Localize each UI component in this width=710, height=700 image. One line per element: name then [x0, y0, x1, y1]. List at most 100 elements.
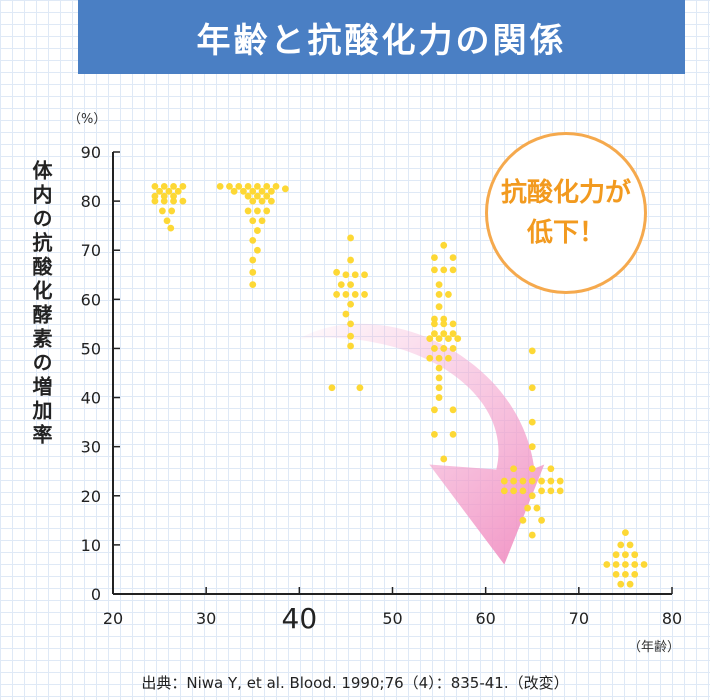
- data-point: [347, 320, 354, 328]
- data-point: [640, 561, 648, 568]
- data-point: [281, 185, 289, 193]
- data-point: [528, 492, 536, 500]
- data-point: [435, 394, 443, 401]
- data-point: [431, 430, 438, 438]
- data-point: [426, 335, 434, 343]
- data-point: [500, 487, 508, 495]
- data-point: [431, 345, 438, 352]
- data-point: [347, 256, 354, 264]
- callout-circle: 抗酸化力が 低下！: [485, 132, 647, 294]
- data-point: [249, 197, 257, 205]
- data-point: [347, 300, 354, 308]
- data-point: [347, 342, 354, 350]
- data-point: [440, 330, 448, 338]
- data-point: [519, 477, 527, 485]
- data-point: [240, 187, 247, 195]
- data-point: [519, 487, 527, 495]
- data-point: [631, 570, 639, 578]
- data-point: [258, 197, 266, 205]
- data-point: [267, 187, 275, 195]
- data-point: [267, 197, 275, 205]
- data-point: [622, 561, 629, 568]
- data-point: [510, 465, 518, 473]
- data-point: [226, 182, 233, 190]
- data-point: [449, 345, 457, 352]
- data-point: [449, 330, 457, 338]
- y-tick-label: 10: [81, 536, 101, 555]
- data-point: [170, 197, 177, 205]
- data-point: [538, 487, 545, 495]
- data-point: [622, 551, 629, 559]
- data-point: [454, 335, 462, 343]
- data-point: [249, 268, 257, 276]
- data-point: [337, 281, 345, 288]
- data-point: [445, 291, 452, 298]
- data-point: [435, 291, 443, 298]
- x-tick-label: 30: [196, 609, 216, 628]
- y-tick-label: 90: [81, 143, 101, 162]
- data-point: [528, 477, 536, 485]
- data-point: [249, 217, 257, 225]
- data-point: [449, 406, 457, 414]
- data-point: [361, 291, 368, 298]
- data-point: [440, 320, 448, 328]
- data-point: [449, 254, 457, 261]
- data-point: [440, 345, 448, 352]
- data-point: [170, 192, 177, 200]
- data-point: [263, 182, 271, 190]
- data-point: [547, 465, 555, 473]
- x-axis-label: （年齢）: [628, 640, 681, 655]
- data-point: [347, 234, 354, 242]
- data-point: [626, 541, 634, 549]
- data-point: [230, 187, 238, 195]
- data-point: [342, 291, 350, 298]
- source-citation: 出典：Niwa Y, et al. Blood. 1990;76（4）：835-…: [141, 674, 569, 692]
- data-point: [431, 315, 438, 323]
- data-point: [612, 551, 620, 559]
- data-point: [617, 541, 625, 549]
- data-point: [342, 271, 350, 279]
- data-point: [328, 384, 336, 392]
- chart-title: 年齢と抗酸化力の関係: [196, 20, 567, 61]
- callout-line-2: 低下！: [526, 218, 605, 248]
- data-point: [244, 182, 252, 190]
- data-point: [263, 192, 271, 200]
- data-point: [258, 217, 266, 225]
- y-tick-label: 20: [81, 487, 101, 506]
- data-point: [426, 354, 434, 362]
- data-point: [254, 246, 261, 254]
- data-point: [449, 320, 457, 328]
- data-point: [244, 207, 252, 215]
- data-point: [244, 192, 252, 200]
- data-point: [347, 332, 354, 340]
- y-tick-label: 80: [81, 192, 101, 211]
- data-point: [431, 320, 438, 328]
- data-point: [254, 227, 261, 234]
- data-point: [631, 551, 639, 559]
- data-point: [235, 182, 243, 190]
- data-point: [165, 187, 173, 195]
- data-point: [435, 374, 443, 382]
- data-point: [333, 268, 340, 276]
- data-point: [272, 182, 280, 190]
- data-point: [435, 354, 443, 362]
- data-point: [435, 335, 443, 343]
- data-point: [603, 561, 611, 568]
- x-tick-label: 60: [475, 609, 495, 628]
- data-point: [510, 477, 518, 485]
- data-point: [435, 384, 443, 392]
- data-point: [333, 291, 340, 298]
- title-banner: 年齢と抗酸化力の関係: [78, 0, 685, 74]
- data-point: [538, 516, 545, 524]
- data-point: [519, 516, 527, 524]
- y-unit-label: （%）: [68, 112, 107, 127]
- data-point: [170, 182, 177, 190]
- data-point: [622, 529, 629, 537]
- data-point: [445, 335, 452, 343]
- data-point: [440, 266, 448, 274]
- data-point: [158, 207, 166, 215]
- data-point: [617, 580, 625, 588]
- data-point: [160, 192, 168, 200]
- data-point: [626, 580, 634, 588]
